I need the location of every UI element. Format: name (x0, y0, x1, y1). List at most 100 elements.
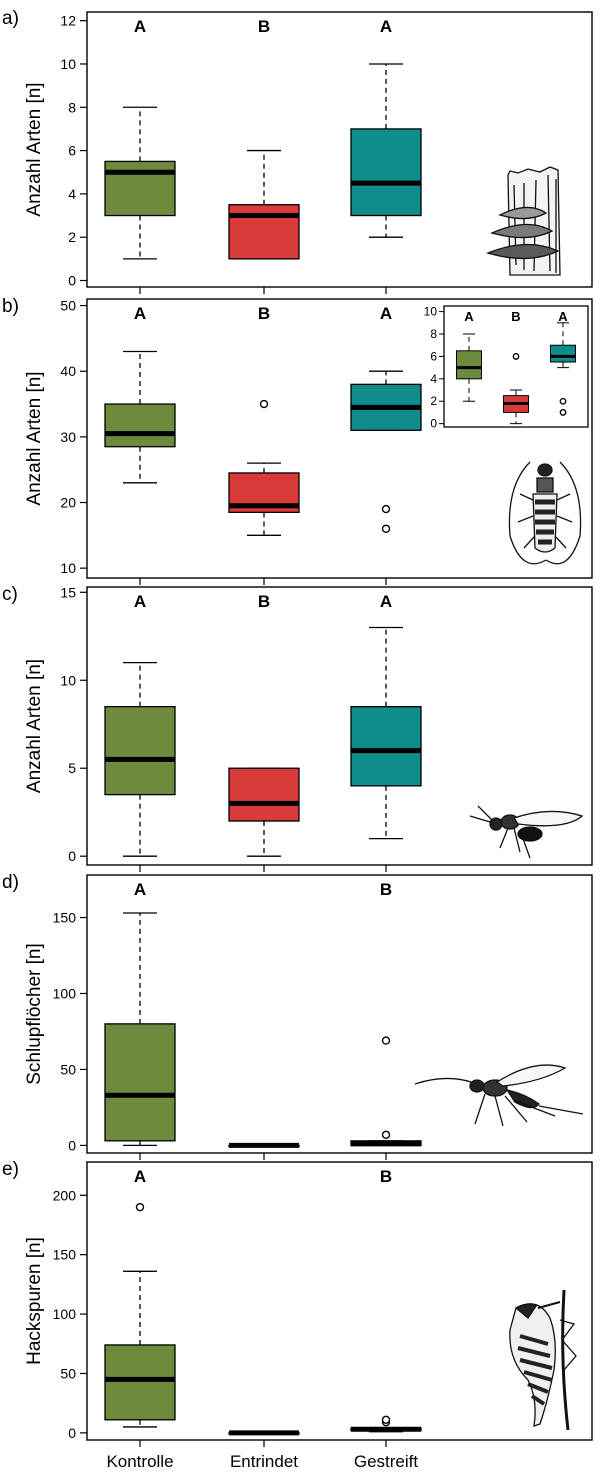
panel-a-y-axis-title: Anzahl Arten [n] (24, 82, 45, 216)
panel-e-y-tick-label-0: 0 (68, 1425, 76, 1441)
x-tick-label-kontrolle: Kontrolle (106, 1452, 173, 1471)
panel-d-y-axis-title: Schlupflöcher [n] (24, 943, 45, 1085)
panel-b-inset-letter-entrindet: B (511, 309, 520, 324)
longhorn-beetle-icon (508, 461, 582, 565)
x-tick-label-gestreift: Gestreift (354, 1452, 419, 1471)
panel-b-label: b) (2, 296, 19, 317)
panel-b-inset: 0 2 4 6 8 10 A B A (424, 305, 589, 431)
panel-b-letter-kontrolle: A (134, 304, 146, 323)
bracket-fungus-on-stump-icon (486, 166, 561, 276)
woodpecker-icon (509, 1289, 577, 1431)
panel-c-entrindet-iqr-rect (228, 767, 300, 822)
panel-b-inset-gestreift-iqr-rect (550, 344, 576, 363)
panel-b-inset-y-tick-label-10: 10 (424, 305, 438, 319)
x-axis: Kontrolle Entrindet Gestreift (106, 1452, 418, 1471)
panel-c-letter-kontrolle: A (134, 592, 146, 611)
panel-d-y-tick-label-50: 50 (60, 1061, 76, 1077)
panel-c-y-tick-label-10: 10 (60, 672, 76, 688)
panel-e-y-tick-label-100: 100 (53, 1306, 77, 1322)
panel-e-y-tick-label-200: 200 (53, 1187, 77, 1203)
panel-b-y-tick-label-10: 10 (60, 560, 76, 576)
panel-e: e) Hackspuren [n] 0 50 100 150 200 A B (2, 1159, 593, 1447)
panel-b-inset-y-tick-label-4: 4 (430, 372, 437, 386)
panel-b-inset-entrindet-box (503, 353, 529, 425)
panel-b-inset-gestreift-outlier-1 (559, 409, 567, 416)
panel-a-kontrolle-iqr-rect (104, 160, 176, 217)
panel-a-label: a) (2, 8, 19, 29)
panel-b-entrindet-box (228, 399, 300, 536)
panel-c-y-tick-label-5: 5 (68, 760, 76, 776)
panel-b-letter-entrindet: B (258, 304, 270, 323)
panel-b-inset-kontrolle-iqr-rect (456, 350, 482, 380)
panel-c-kontrolle-iqr-rect (104, 705, 176, 796)
panel-b-inset-y-tick-label-6: 6 (430, 349, 437, 363)
panel-a-y-tick-label-8: 8 (68, 99, 76, 115)
panel-a-letter-gestreift: A (380, 17, 392, 36)
panel-e-kontrolle-box (104, 1202, 176, 1428)
panel-e-y-axis-title: Hackspuren [n] (24, 1237, 45, 1365)
panel-b-y-axis-title: Anzahl Arten [n] (24, 371, 45, 505)
panel-d-label: d) (2, 872, 19, 893)
panel-a-frame (86, 11, 593, 288)
panel-b-inset-y-tick-label-2: 2 (430, 394, 437, 408)
panel-b-letter-gestreift: A (380, 304, 392, 323)
panel-c-frame (86, 586, 593, 866)
panel-a-gestreift-box (350, 63, 422, 238)
panel-d-kontrolle-box (104, 912, 176, 1147)
panel-b-y-tick-label-20: 20 (60, 495, 76, 511)
panel-c-gestreift-iqr-rect (350, 705, 422, 787)
panel-d-gestreift-outlier-0 (381, 1036, 391, 1045)
panel-e-kontrolle-iqr-rect (104, 1344, 176, 1421)
panel-e-entrindet-box (228, 1430, 300, 1436)
panel-e-letter-kontrolle: A (134, 1167, 146, 1186)
panel-b-gestreift-outlier-1 (381, 524, 391, 533)
panel-b-inset-letter-kontrolle: A (464, 309, 474, 324)
panel-b-inset-entrindet-outlier-0 (512, 353, 520, 360)
ichneumon-wasp-icon (414, 1064, 584, 1127)
panel-d-gestreift-outlier-1 (381, 1130, 391, 1139)
panel-d-y-tick-label-0: 0 (68, 1137, 76, 1153)
panel-d-frame (86, 874, 593, 1154)
panel-e-letter-gestreift: B (380, 1167, 392, 1186)
panel-b-gestreift-outlier-0 (381, 504, 391, 514)
parasitic-wasp-icon (469, 805, 584, 859)
panel-a-y-tick-label-4: 4 (68, 186, 76, 202)
panel-a-y-tick-label-0: 0 (68, 273, 76, 289)
panel-a-entrindet-iqr-rect (228, 204, 300, 260)
panel-a-y-tick-label-6: 6 (68, 143, 76, 159)
panel-c-letter-gestreift: A (380, 592, 392, 611)
panel-e-y-tick-label-150: 150 (53, 1247, 77, 1263)
panel-a-y-tick-label-12: 12 (60, 13, 76, 29)
panel-e-gestreift-outlier-1 (381, 1415, 391, 1425)
panel-e-y-tick-label-50: 50 (60, 1365, 76, 1381)
panel-e-label: e) (2, 1159, 19, 1180)
panel-a-letter-entrindet: B (258, 17, 270, 36)
panel-c-y-tick-label-15: 15 (60, 584, 76, 600)
panel-b-y-tick-label-40: 40 (60, 363, 76, 379)
panel-c-letter-entrindet: B (258, 592, 270, 611)
panel-d-gestreift-box (350, 1036, 422, 1147)
panel-b-inset-kontrolle-box (456, 333, 482, 402)
panel-a-gestreift-iqr-rect (350, 128, 422, 217)
panel-b-y-tick-label-30: 30 (60, 429, 76, 445)
panel-e-kontrolle-outlier-0 (135, 1202, 145, 1212)
panel-b-inset-gestreift-outlier-0 (559, 397, 567, 405)
panel-d-letter-kontrolle: A (134, 880, 146, 899)
panel-c-gestreift-box (350, 626, 422, 840)
panel-d-letter-gestreift: B (380, 880, 392, 899)
panel-a-kontrolle-box (104, 106, 176, 260)
panel-b-frame (86, 298, 593, 579)
panel-c-y-axis-title: Anzahl Arten [n] (24, 659, 45, 793)
panel-b-inset-letter-gestreift: A (558, 309, 568, 324)
panel-a-y-tick-label-10: 10 (60, 56, 76, 72)
panel-b-inset-gestreift-box (550, 322, 576, 416)
panel-b-gestreift-box (350, 370, 422, 533)
panel-b: b) Anzahl Arten [n] 10 20 30 40 50 A B A 0 2 4 6 8 10 A B… (2, 296, 593, 585)
panel-b-y-tick-label-50: 50 (60, 298, 76, 314)
panel-e-frame (86, 1161, 593, 1441)
panel-c-label: c) (2, 584, 18, 605)
panel-c-entrindet-box (228, 767, 300, 857)
panel-b-inset-y-tick-label-8: 8 (430, 327, 437, 341)
panel-a-letter-kontrolle: A (134, 17, 146, 36)
